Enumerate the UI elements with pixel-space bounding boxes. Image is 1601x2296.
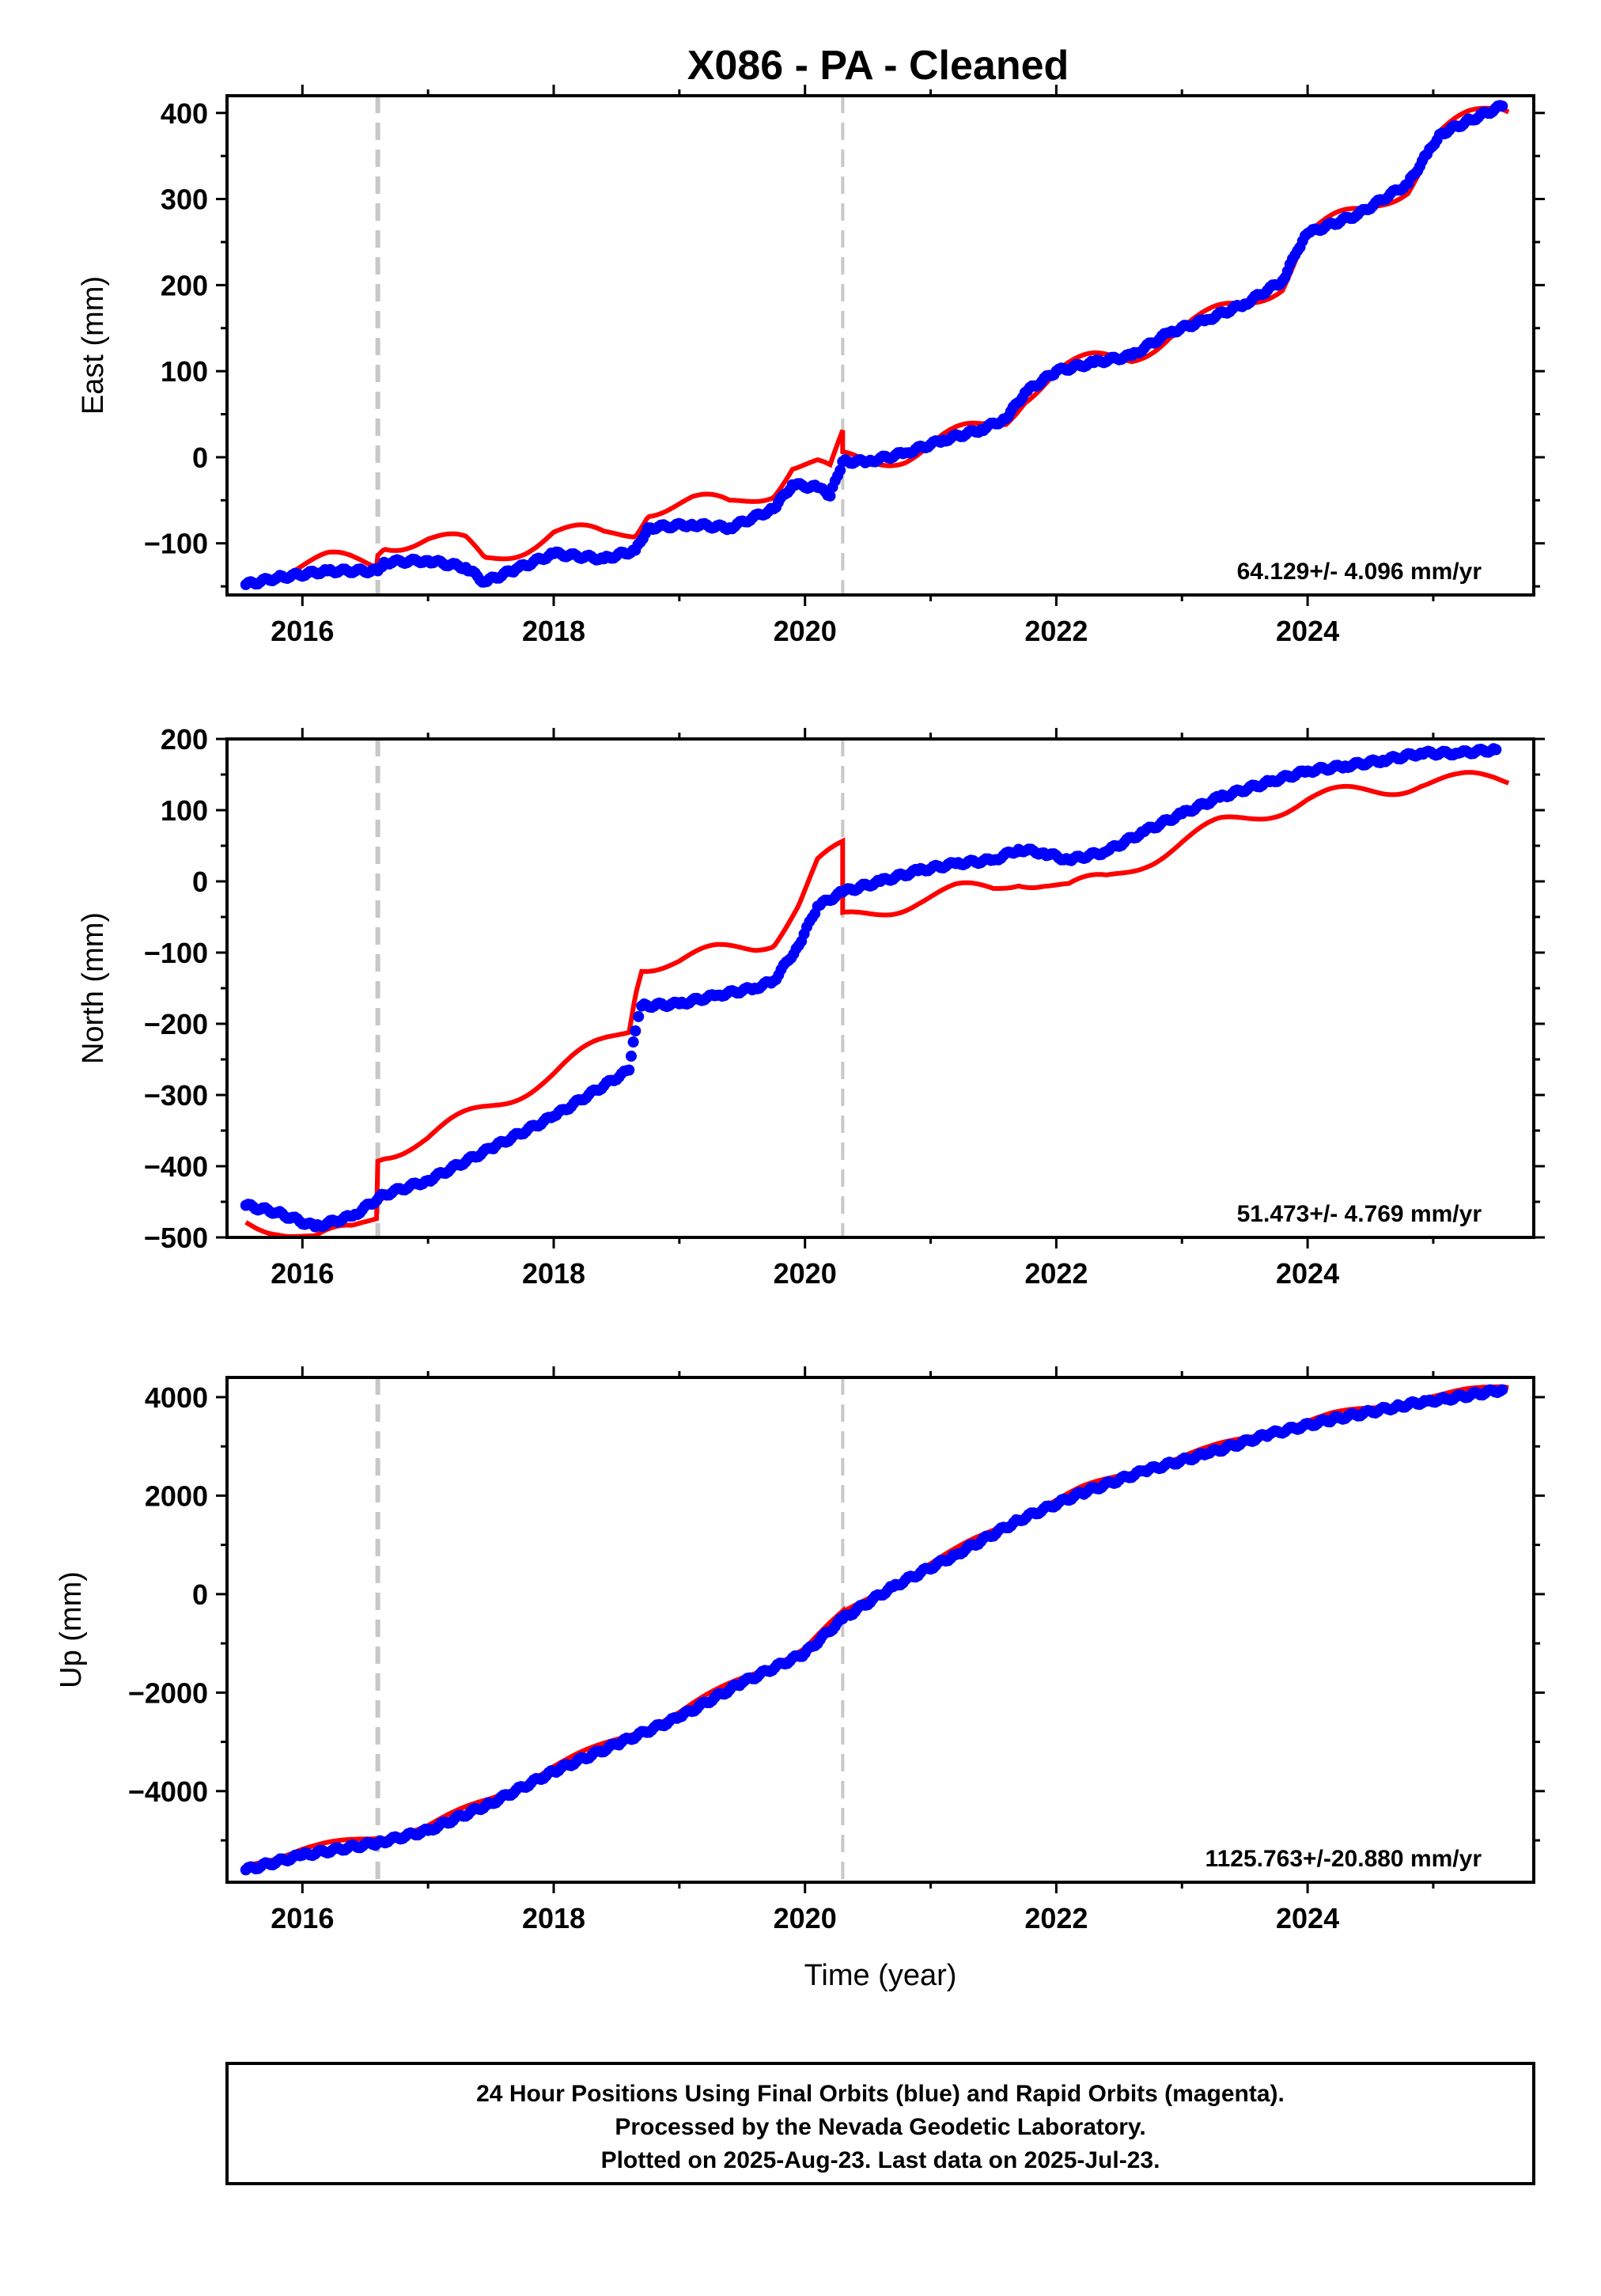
y-tick-label: 0 xyxy=(192,441,208,474)
y-tick-label: 300 xyxy=(161,184,208,216)
x-tick-label: 2016 xyxy=(271,1902,334,1934)
y-tick-label: 200 xyxy=(161,723,208,756)
data-point xyxy=(824,490,836,502)
panel-east: 2016 2018 2020 2022 2024 −100 0 100 200 300 400 Eas… xyxy=(77,85,1545,647)
data-point xyxy=(1497,100,1508,112)
y-tick-label: 100 xyxy=(161,794,208,827)
panel-north: 2016 2018 2020 2022 2024 −500 −400 −300 −200 −100… xyxy=(77,723,1545,1290)
y-axis-label-up: Up (mm) xyxy=(55,1571,88,1688)
y-tick-label: 400 xyxy=(161,97,208,130)
x-tick-label: 2022 xyxy=(1024,1902,1088,1934)
plot-frame-east xyxy=(225,94,1535,597)
chart-title: X086 - PA - Cleaned xyxy=(687,43,1069,89)
data-point xyxy=(633,1010,645,1022)
data-point xyxy=(626,1050,637,1062)
y-axis-label-east: East (mm) xyxy=(77,276,110,415)
rate-label-up: 1125.763+/-20.880 mm/yr xyxy=(1205,1846,1482,1872)
y-axis-label-north: North (mm) xyxy=(77,912,110,1064)
y-tick-label: 0 xyxy=(192,1578,208,1611)
x-tick-label: 2022 xyxy=(1024,615,1088,647)
y-tick-label: 2000 xyxy=(145,1480,208,1512)
y-tick-label: 4000 xyxy=(145,1381,208,1414)
x-tick-label: 2018 xyxy=(522,615,585,647)
y-tick-label: −4000 xyxy=(128,1775,208,1808)
x-tick-label: 2022 xyxy=(1024,1257,1088,1290)
y-tick-label: −200 xyxy=(144,1008,208,1040)
plot-frame-north xyxy=(225,737,1535,1239)
y-tick-label: −100 xyxy=(144,937,208,969)
x-tick-label: 2024 xyxy=(1276,615,1339,647)
x-tick-label: 2018 xyxy=(522,1257,585,1290)
rapid-orbit-line-east xyxy=(245,105,1510,585)
caption-box: 24 Hour Positions Using Final Orbits (bl… xyxy=(225,2062,1535,2185)
y-tick-label: 200 xyxy=(161,269,208,301)
data-point xyxy=(1490,744,1502,756)
y-tick-label: −500 xyxy=(144,1222,208,1254)
panel-up: 2016 2018 2020 2022 2024 −4000 −2000 0 2000 4000 U… xyxy=(55,1366,1545,1992)
y-tick-label: 100 xyxy=(161,355,208,388)
final-orbit-points-east xyxy=(240,100,1508,590)
final-orbit-points-north xyxy=(240,743,1502,1233)
x-tick-label: 2024 xyxy=(1276,1257,1339,1290)
caption-line-3: Plotted on 2025-Aug-23. Last data on 202… xyxy=(601,2147,1160,2173)
data-point xyxy=(627,1036,639,1048)
y-tick-label: −300 xyxy=(144,1079,208,1112)
rapid-orbit-line-north xyxy=(244,770,1510,1237)
final-orbit-points-up xyxy=(240,1384,1508,1876)
y-tick-label: −400 xyxy=(144,1150,208,1183)
caption-line-2: Processed by the Nevada Geodetic Laborat… xyxy=(615,2114,1145,2140)
data-point xyxy=(1497,1384,1508,1396)
rate-label-east: 64.129+/- 4.096 mm/yr xyxy=(1237,559,1482,585)
x-axis-label: Time (year) xyxy=(804,1959,957,1992)
data-point xyxy=(835,464,846,476)
x-tick-label: 2018 xyxy=(522,1902,585,1934)
y-tick-label: 0 xyxy=(192,866,208,898)
x-tick-label: 2020 xyxy=(774,615,837,647)
data-point xyxy=(623,1064,635,1076)
x-tick-label: 2020 xyxy=(774,1257,837,1290)
data-point xyxy=(630,1025,642,1036)
caption-line-1: 24 Hour Positions Using Final Orbits (bl… xyxy=(476,2081,1285,2107)
x-tick-label: 2024 xyxy=(1276,1902,1339,1934)
y-tick-label: −2000 xyxy=(128,1677,208,1709)
rapid-orbit-line-up xyxy=(245,1384,1509,1868)
plot-frame-up xyxy=(225,1376,1535,1884)
caption-frame xyxy=(225,2062,1535,2185)
x-tick-label: 2016 xyxy=(271,615,334,647)
x-tick-label: 2020 xyxy=(774,1902,837,1934)
rate-label-north: 51.473+/- 4.769 mm/yr xyxy=(1237,1201,1482,1227)
y-tick-label: −100 xyxy=(144,528,208,560)
x-tick-label: 2016 xyxy=(271,1257,334,1290)
